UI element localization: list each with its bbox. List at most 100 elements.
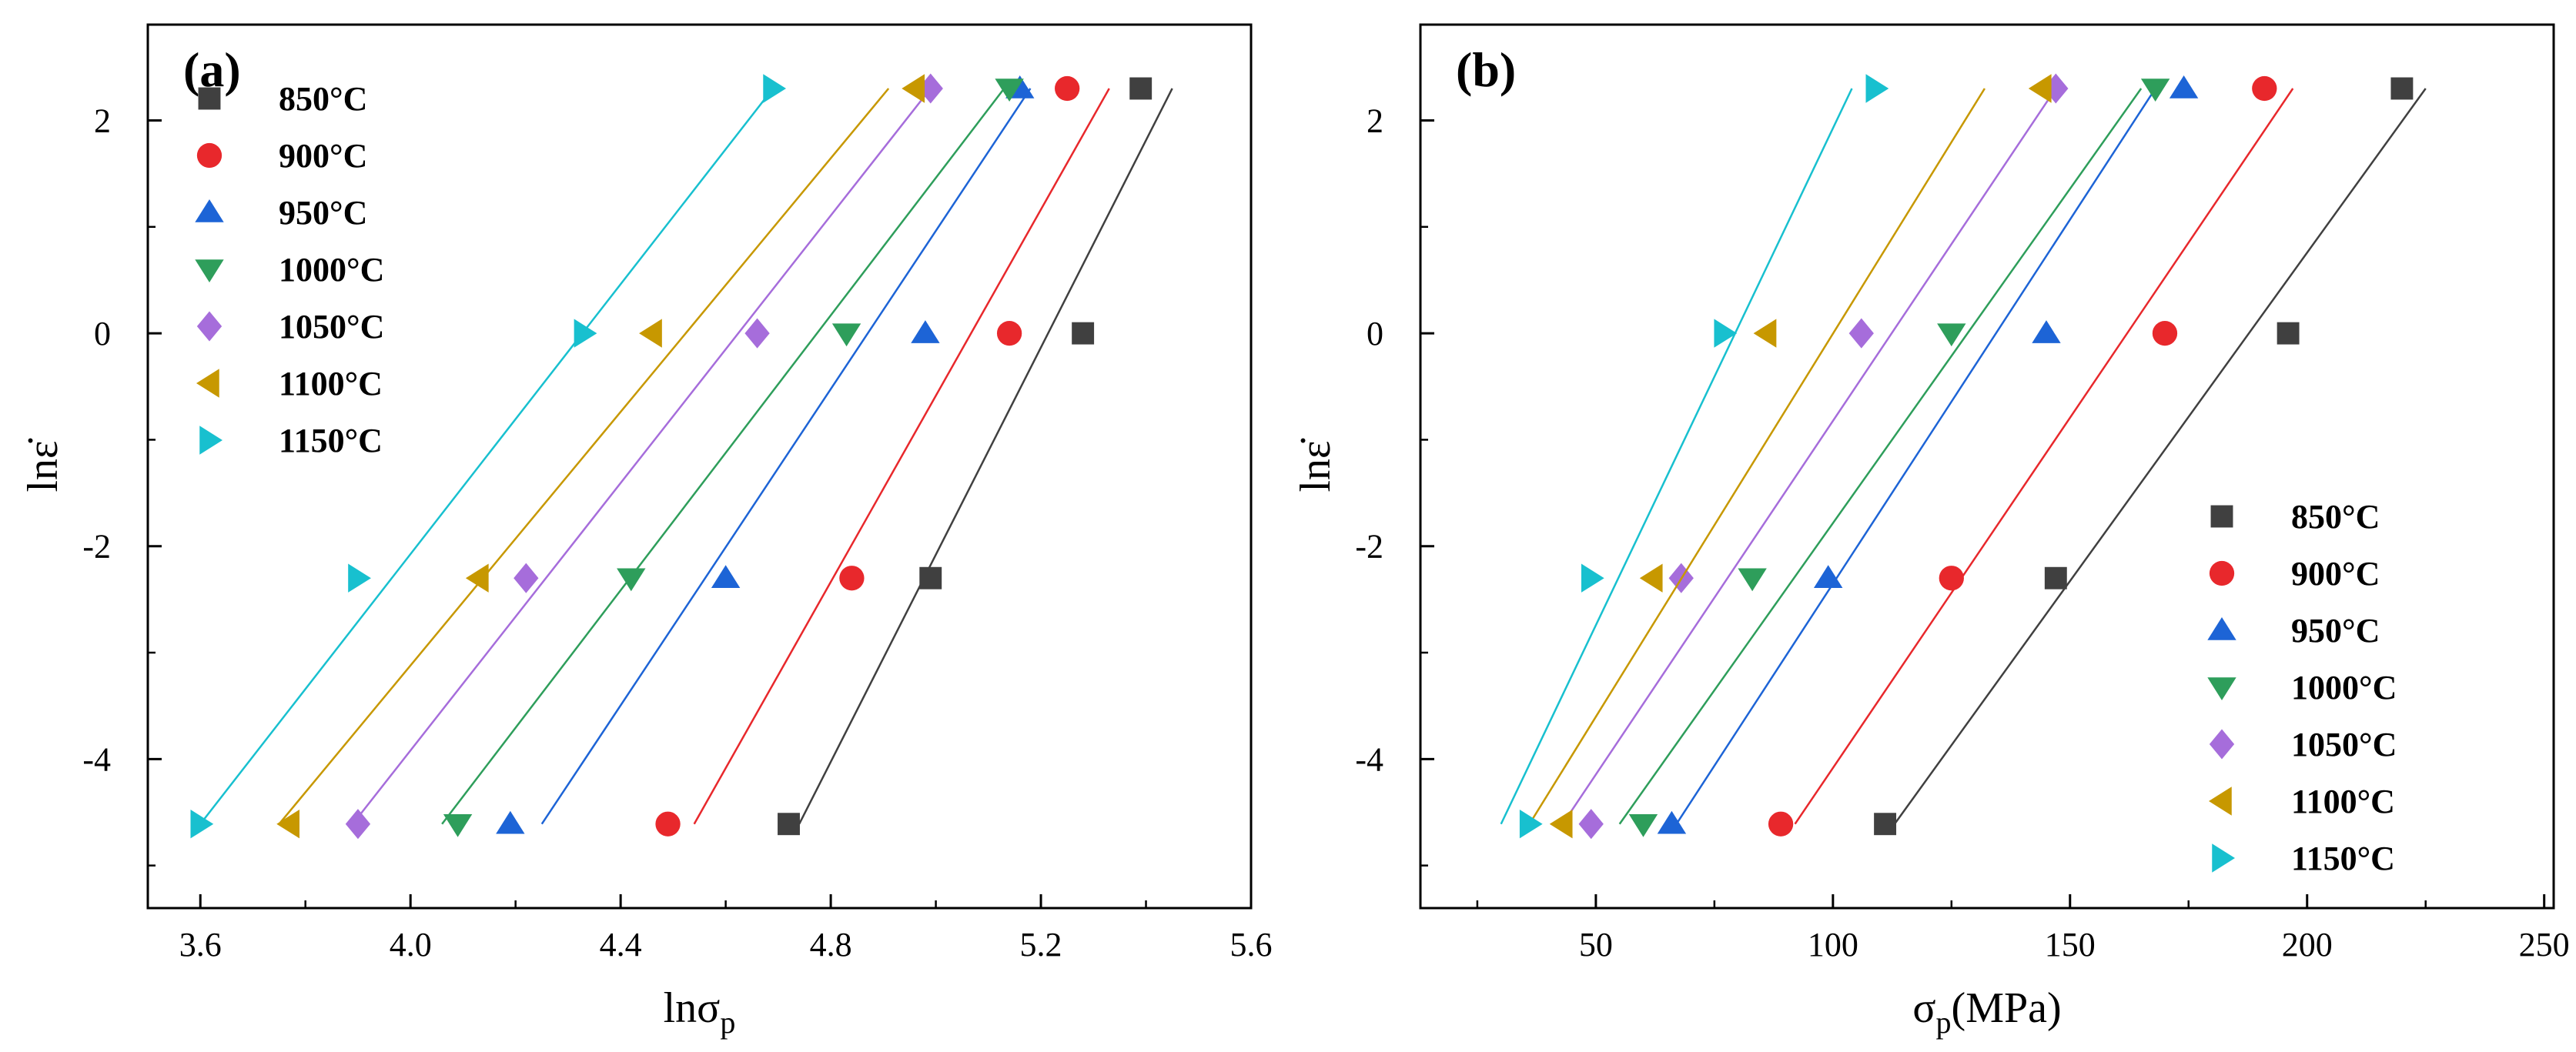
y-tick-label: -4	[82, 740, 111, 778]
x-tick-label: 150	[2045, 926, 2096, 963]
data-point	[276, 810, 299, 839]
x-tick-label: 3.6	[179, 926, 222, 963]
data-point	[919, 566, 942, 589]
legend-marker	[2210, 505, 2233, 528]
series-900-c	[1768, 75, 2294, 837]
fit-line	[1893, 88, 2427, 825]
data-point	[574, 319, 597, 348]
y-tick-label: 2	[94, 102, 111, 139]
legend-marker	[196, 142, 222, 169]
x-tick-label: 5.6	[1230, 926, 1273, 963]
legend-marker	[198, 87, 221, 110]
legend-marker	[196, 311, 222, 342]
data-point	[911, 320, 940, 343]
series-1000-c	[441, 78, 1024, 837]
data-point	[2044, 566, 2067, 589]
legend-label: 1100°C	[2291, 783, 2395, 820]
fit-line	[1675, 88, 2156, 825]
data-point	[1129, 77, 1153, 100]
x-tick-label: 50	[1579, 926, 1613, 963]
series-850-c	[778, 77, 1173, 836]
data-point	[617, 568, 646, 592]
legend-label: 950°C	[2291, 612, 2380, 650]
series-1100-c	[1528, 74, 2052, 839]
data-point	[1874, 813, 1897, 836]
series-900-c	[655, 75, 1110, 837]
legend-label: 1100°C	[279, 365, 383, 402]
data-point	[2277, 322, 2300, 345]
data-point	[1753, 319, 1777, 348]
legend-label: 1000°C	[279, 251, 384, 289]
data-point	[2032, 320, 2061, 343]
data-point	[443, 813, 473, 837]
x-tick-label: 4.0	[390, 926, 432, 963]
y-tick-label: 0	[1367, 315, 1383, 352]
legend-marker	[2209, 729, 2235, 760]
data-point	[996, 320, 1022, 346]
legend-label: 1150°C	[2291, 840, 2395, 877]
series-1050-c	[345, 73, 943, 840]
data-point	[1581, 563, 1604, 593]
data-point	[1639, 563, 1663, 593]
data-point	[1578, 809, 1604, 840]
legend-marker	[2209, 786, 2232, 816]
fit-line	[1794, 88, 2294, 825]
fit-line	[540, 88, 1032, 825]
x-axis-label: lnσp	[664, 984, 736, 1040]
y-tick-label: 2	[1367, 102, 1383, 139]
data-point	[496, 810, 525, 834]
panel-a: 3.6 4.0 4.4 4.8 5.2 5.620-2-4lnσplnε̇(a)850°C…	[19, 23, 1273, 1040]
data-point	[514, 563, 539, 593]
legend: 850°C 900°C 950°C 1000°C 1050°C 1100°C 1150°C	[2207, 498, 2397, 877]
data-point	[902, 74, 925, 103]
legend-marker	[2209, 560, 2235, 586]
data-point	[839, 566, 865, 591]
data-point	[1628, 813, 1658, 837]
series-1050-c	[1561, 73, 2069, 840]
data-point	[2390, 77, 2414, 100]
legend-label: 900°C	[279, 137, 367, 175]
legend-label: 900°C	[2291, 555, 2380, 593]
data-point	[744, 318, 770, 349]
x-tick-label: 4.4	[600, 926, 642, 963]
legend: 850°C 900°C 950°C 1000°C 1050°C 1100°C 1150°C	[195, 80, 384, 459]
legend-label: 850°C	[279, 80, 367, 118]
plot-frame	[1419, 23, 2555, 910]
data-point	[190, 810, 214, 839]
data-point	[1072, 322, 1095, 345]
fit-line	[1561, 88, 2057, 825]
data-point	[639, 319, 662, 348]
panel-b: 50 100 150 200 250 2 0 -2 -4 σp(MPa) lnε̇ (b) 850°C 9…	[1292, 23, 2570, 1040]
series-1150-c	[1500, 74, 1889, 839]
x-tick-label: 250	[2519, 926, 2570, 963]
series-1000-c	[1618, 78, 2170, 837]
fit-line	[1618, 88, 2143, 825]
fit-line	[278, 88, 890, 825]
series-1100-c	[276, 74, 925, 839]
data-point	[1738, 568, 1767, 592]
data-point	[995, 78, 1024, 102]
legend-label: 950°C	[279, 194, 367, 232]
series-950-c	[496, 75, 1035, 834]
panel-label: (b)	[1456, 42, 1516, 97]
data-point	[2252, 75, 2277, 102]
legend-marker	[199, 426, 222, 455]
y-axis-label: lnε̇	[19, 438, 67, 492]
data-point	[778, 813, 800, 836]
data-point	[1657, 810, 1687, 834]
data-point	[711, 565, 741, 588]
y-axis-label: lnε̇	[1292, 438, 1340, 492]
legend-label: 850°C	[2291, 498, 2380, 536]
series-1150-c	[190, 74, 787, 839]
series-850-c	[1874, 77, 2427, 836]
legend-marker	[195, 199, 224, 222]
fit-line	[798, 88, 1173, 825]
x-tick-label: 100	[1808, 926, 1858, 963]
legend-label: 1000°C	[2291, 669, 2397, 706]
legend-label: 1050°C	[2291, 726, 2397, 763]
fit-line	[441, 88, 1005, 825]
legend-label: 1050°C	[279, 308, 384, 346]
data-point	[2169, 75, 2199, 99]
data-point	[1937, 323, 1966, 347]
